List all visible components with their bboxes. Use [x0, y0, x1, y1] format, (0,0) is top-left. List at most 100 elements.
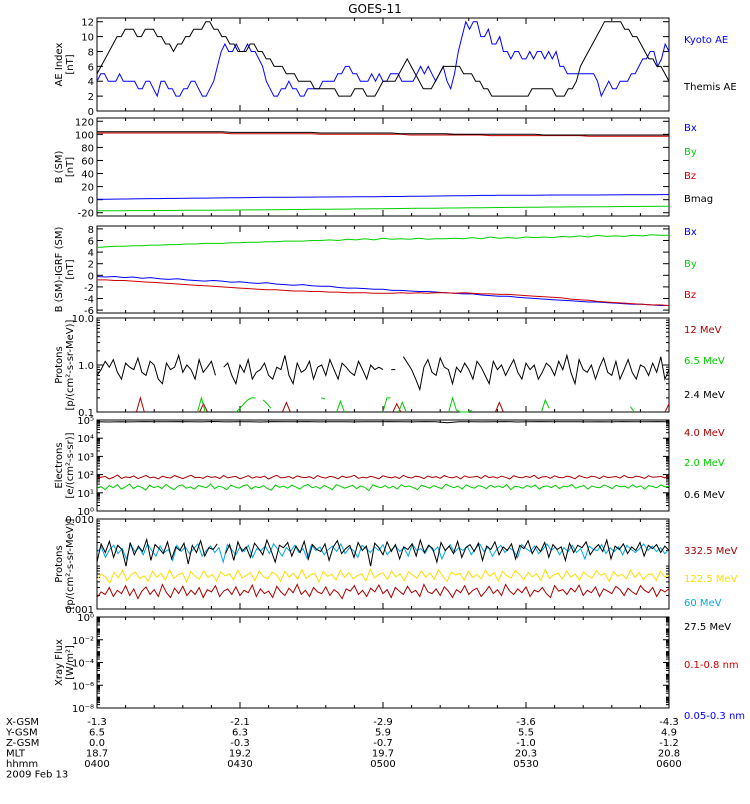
legend-label: 4.0 MeV: [684, 428, 725, 439]
footer-row-value: 18.7: [86, 749, 108, 760]
legend-label: 122.5 MeV: [684, 574, 738, 585]
y-tick-label: 10⁰: [77, 613, 94, 624]
y-tick-label: 10.0: [72, 314, 94, 325]
y-tick-label: 0: [88, 107, 94, 118]
y-tick-label: 10⁻⁴: [72, 659, 94, 670]
legend-label: Bx: [684, 123, 697, 134]
panel-frame: [96, 616, 670, 709]
footer-row-value: 6.3: [232, 728, 248, 739]
series-line: [97, 132, 669, 137]
y-tick-label: -2: [84, 283, 94, 294]
y-axis-label: Electrons: [54, 442, 65, 488]
footer-row-value: -1.2: [659, 738, 679, 749]
footer-row-value: 6.5: [89, 728, 105, 739]
legend-label: Bx: [684, 227, 697, 238]
series-line: [96, 20, 670, 98]
y-axis-label: [nT]: [65, 54, 76, 74]
y-tick-label: 8: [88, 225, 94, 236]
series-line: [96, 420, 670, 424]
y-axis-label: [e/(cm²-s-sr)]: [65, 432, 76, 498]
series-line: [96, 568, 670, 584]
y-tick-label: 0: [88, 271, 94, 282]
y-tick-label: 0.001: [65, 605, 94, 616]
series-line: [97, 205, 669, 212]
y-tick-label: 1.0: [78, 361, 94, 372]
legend-label: 0.1-0.8 nm: [684, 660, 739, 671]
y-axis-label: [nT]: [65, 157, 76, 177]
y-axis-label: B (SM)-IGRF (SM): [54, 227, 65, 313]
y-tick-label: 8: [88, 47, 94, 58]
footer-row-label: Z-GSM: [6, 738, 39, 749]
footer-row-value: -4.3: [659, 717, 679, 728]
y-tick-label: 10⁵: [77, 416, 94, 427]
footer-row-value: 4.9: [661, 728, 677, 739]
series-line: [97, 131, 669, 136]
footer-row-value: 20.8: [658, 749, 680, 760]
y-tick-label: -6: [84, 306, 94, 317]
legend-label: 0.6 MeV: [684, 490, 725, 501]
footer-date: 2009 Feb 13: [6, 770, 68, 781]
footer-row-value: -2.1: [230, 717, 250, 728]
y-axis-label: Protons: [54, 346, 65, 383]
footer-row-value: 0500: [370, 759, 395, 770]
footer-row-value: 0.0: [89, 738, 105, 749]
legend-label: 27.5 MeV: [684, 622, 731, 633]
footer-row-value: 5.9: [375, 728, 391, 739]
footer-row-value: 0600: [656, 759, 681, 770]
footer-row-value: -2.9: [373, 717, 393, 728]
y-axis-label: B (SM): [54, 150, 65, 183]
y-tick-label: 10²: [77, 471, 94, 482]
legend-label: 6.5 MeV: [684, 356, 725, 367]
footer-row-label: X-GSM: [6, 717, 39, 728]
y-tick-label: 10: [81, 33, 94, 44]
legend-label: 0.05-0.3 nm: [684, 711, 745, 722]
footer-row-value: -3.6: [516, 717, 536, 728]
footer-row-value: -0.3: [230, 738, 250, 749]
footer-row-value: -1.3: [87, 717, 107, 728]
legend-label: Bz: [684, 290, 696, 301]
footer-row-value: 0400: [84, 759, 109, 770]
y-tick-label: 6: [88, 237, 94, 248]
footer-row-value: 20.3: [515, 749, 537, 760]
series-line: [96, 234, 669, 248]
chart-title: GOES-11: [348, 2, 402, 16]
footer-row-value: 0530: [513, 759, 538, 770]
legend-label: Kyoto AE: [684, 35, 728, 46]
series-line: [96, 353, 670, 392]
y-tick-label: 0.1: [78, 408, 94, 419]
footer-row-label: hhmm: [6, 759, 38, 770]
legend-label: Bmag: [684, 194, 713, 205]
y-tick-label: 10⁴: [77, 434, 94, 445]
y-tick-label: 100: [75, 130, 94, 141]
y-tick-label: 0.010: [65, 515, 94, 526]
legend-label: 2.4 MeV: [684, 390, 725, 401]
series-line: [96, 537, 670, 567]
y-tick-label: 10⁰: [77, 507, 94, 518]
y-tick-label: 10⁻⁶: [72, 681, 94, 692]
y-tick-label: 4: [88, 77, 94, 88]
footer-row-value: 19.7: [372, 749, 394, 760]
series-line: [96, 542, 670, 565]
series-line: [135, 396, 670, 413]
series-line: [97, 279, 670, 306]
y-tick-label: 0: [88, 196, 94, 207]
y-tick-label: 10¹: [77, 489, 94, 500]
legend-label: 60 MeV: [684, 598, 722, 609]
footer-row-value: 5.5: [518, 728, 534, 739]
y-axis-label: Protons: [54, 545, 65, 582]
legend-label: Themis AE: [683, 82, 737, 93]
y-tick-label: -20: [78, 209, 94, 220]
series-line: [197, 396, 635, 413]
series-line: [96, 275, 669, 306]
y-axis-label: [p/(cm²-s-sr-MeV)]: [65, 319, 76, 410]
y-tick-label: 40: [81, 170, 94, 181]
series-line: [96, 583, 670, 600]
series-line: [96, 21, 670, 97]
legend-label: 12 MeV: [684, 325, 722, 336]
legend-label: By: [684, 259, 697, 270]
series-line: [96, 474, 670, 480]
y-axis-label: AE Index: [54, 42, 65, 86]
panel-frame: [96, 317, 670, 413]
